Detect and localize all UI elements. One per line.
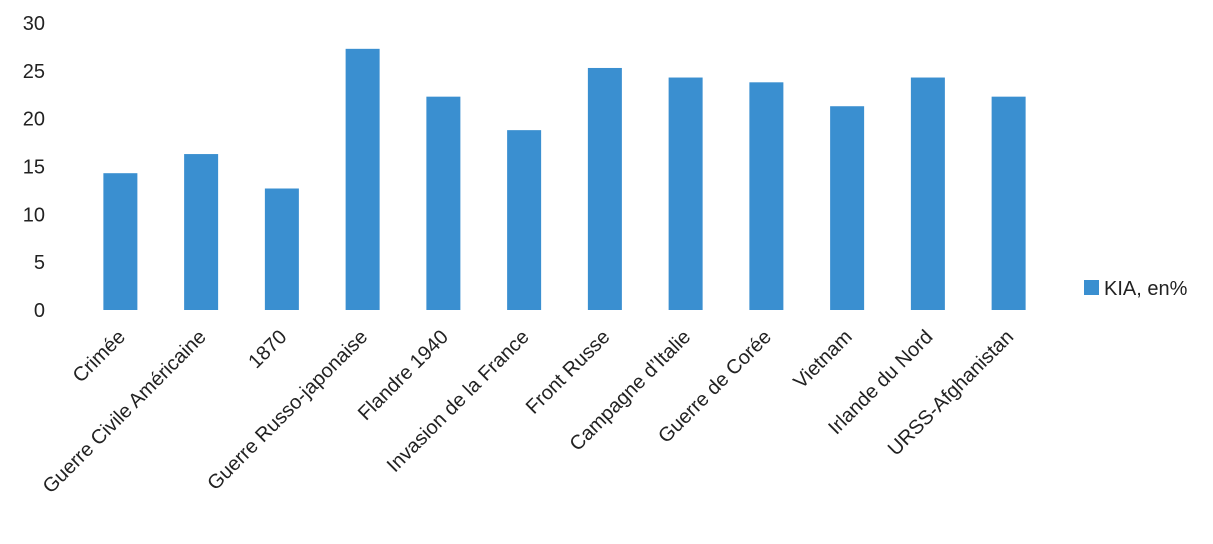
y-tick-label: 5	[34, 252, 45, 274]
bar	[991, 96, 1026, 310]
bar	[749, 82, 784, 311]
y-tick-label: 25	[23, 61, 45, 83]
bar	[103, 173, 138, 310]
y-tick-label: 15	[23, 157, 45, 179]
legend-swatch	[1084, 280, 1099, 295]
bar	[830, 106, 865, 310]
bar	[668, 77, 703, 310]
y-tick-label: 10	[23, 204, 45, 226]
x-tick-label: 1870	[244, 326, 291, 373]
legend-label: KIA, en%	[1104, 278, 1188, 300]
bar	[507, 130, 542, 310]
bars-group	[103, 48, 1026, 311]
y-tick-label: 20	[23, 109, 45, 131]
bar	[587, 67, 622, 310]
x-tick-label: Vietnam	[789, 326, 856, 393]
bar	[426, 96, 461, 310]
bar	[184, 154, 219, 310]
x-tick-label: Crimée	[69, 326, 130, 387]
y-axis: 0 5 10 15 20 25 30	[23, 13, 45, 322]
y-tick-label: 0	[34, 300, 45, 322]
bar	[345, 48, 380, 311]
x-tick-label: Invasion de la France	[383, 326, 534, 477]
bar	[264, 188, 299, 310]
legend: KIA, en%	[1084, 278, 1188, 300]
bar	[910, 77, 945, 310]
x-tick-label: Guerre Civile Américaine	[39, 326, 211, 498]
x-tick-label: Guerre Russo-japonaise	[203, 326, 372, 495]
y-tick-label: 30	[23, 13, 45, 35]
